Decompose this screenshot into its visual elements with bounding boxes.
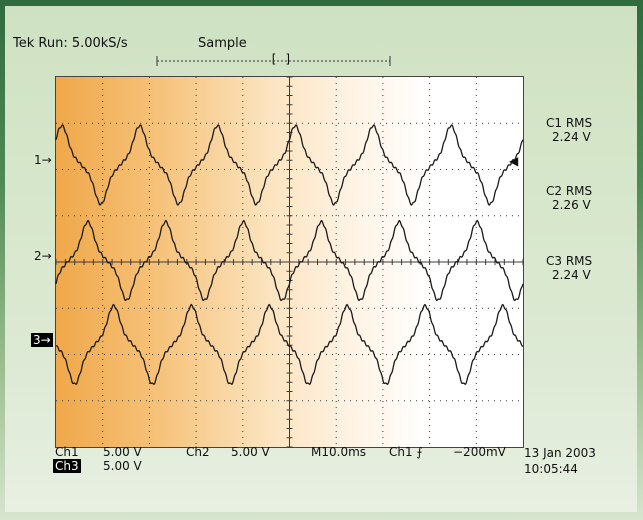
waveform-3: [55, 303, 524, 386]
acquisition-status: Tek Run: 5.00kS/s: [13, 36, 128, 51]
ch1-label: Ch1: [55, 445, 79, 459]
date-readout: 13 Jan 2003: [524, 446, 596, 460]
time-readout: 10:05:44: [524, 462, 578, 476]
waveform-plot: [55, 76, 524, 448]
measurement-c3-value: 2.24 V: [552, 268, 591, 282]
acquisition-mode: Sample: [198, 36, 247, 51]
record-position-bar: [156, 56, 391, 66]
measurement-c1-label: C1 RMS: [546, 116, 593, 130]
measurement-c3-label: C3 RMS: [546, 254, 593, 268]
waveform-2: [55, 219, 524, 302]
channel-2-marker[interactable]: 2→: [34, 249, 52, 263]
trigger-level-readout: −200mV: [453, 445, 506, 459]
ch3-scale: 5.00 V: [103, 459, 142, 473]
channel-1-marker[interactable]: 1→: [34, 153, 52, 167]
channel-3-marker[interactable]: 3→: [31, 333, 53, 347]
ch2-label: Ch2: [186, 445, 210, 459]
ch3-label: Ch3: [53, 459, 81, 473]
measurement-c1-value: 2.24 V: [552, 130, 591, 144]
waveform-1: [55, 124, 524, 206]
scope-panel: Tek Run: 5.00kS/s Sample [ ] 1→ 2→ 3→ ◀ …: [5, 6, 637, 512]
ch1-scale: 5.00 V: [103, 445, 142, 459]
trigger-source: Ch1 ⨍: [389, 445, 423, 459]
trigger-position-marker: [ ]: [270, 52, 292, 66]
measurement-c2-value: 2.26 V: [552, 198, 591, 212]
measurement-c2-label: C2 RMS: [546, 184, 593, 198]
timebase-readout: M10.0ms: [311, 445, 367, 459]
trigger-level-marker: ◀: [509, 154, 519, 168]
ch2-scale: 5.00 V: [231, 445, 270, 459]
graticule-screen: [55, 76, 524, 448]
